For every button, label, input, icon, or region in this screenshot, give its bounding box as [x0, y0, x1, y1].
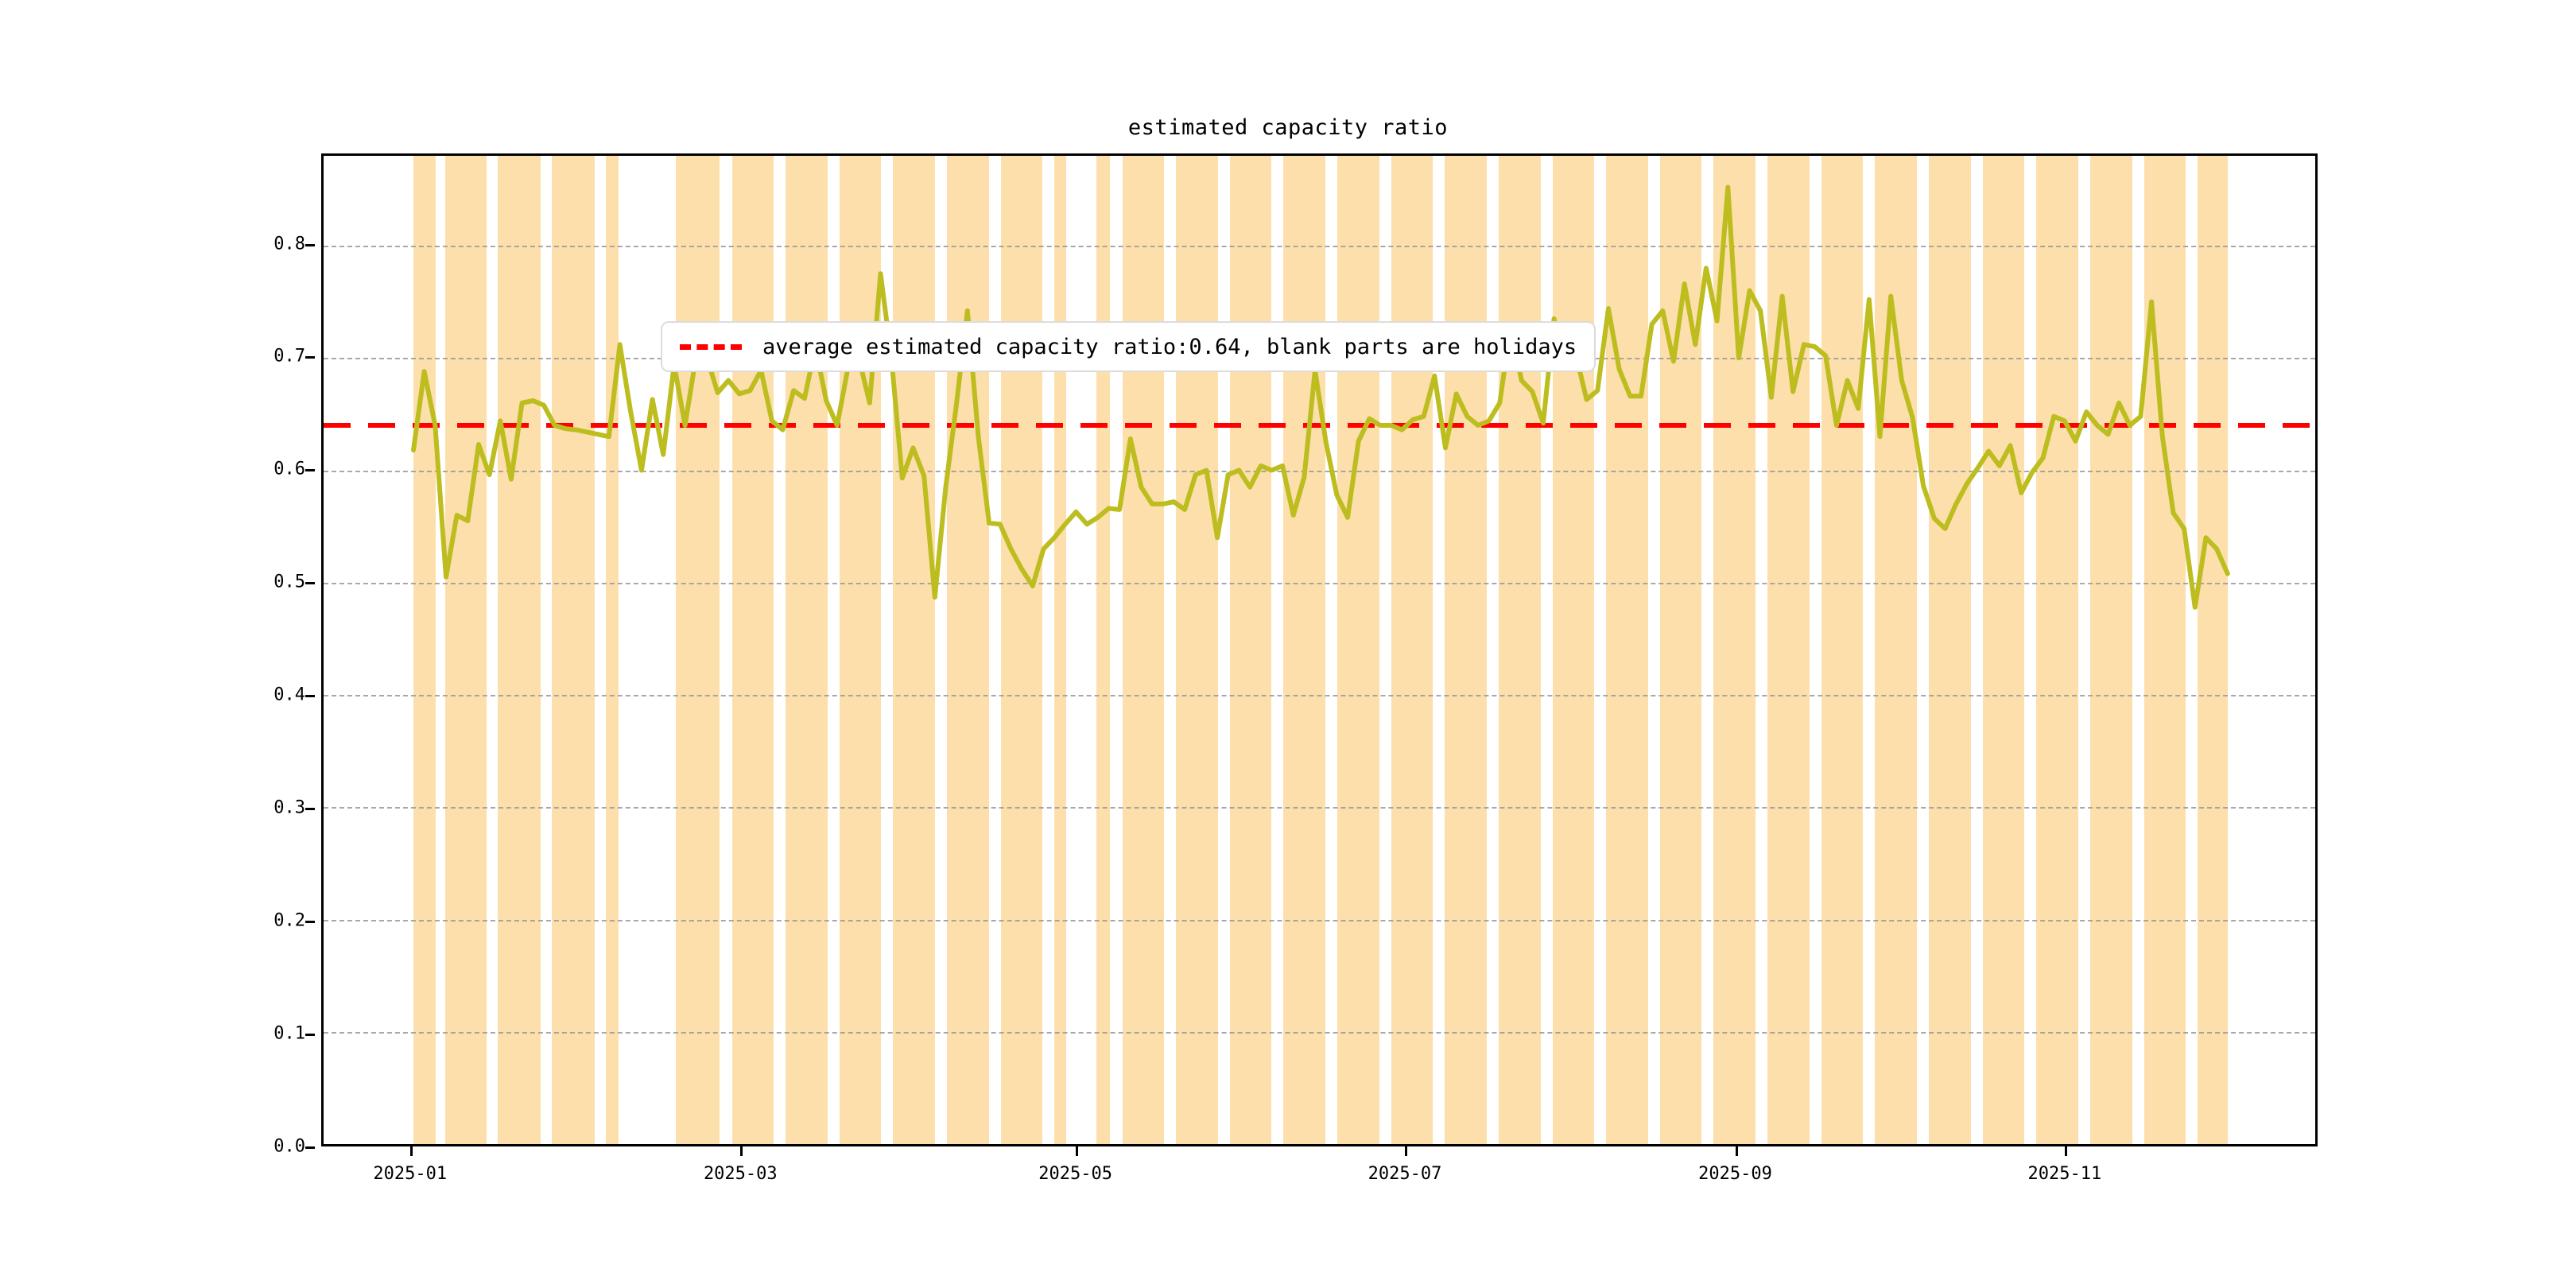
work-period-band — [1445, 156, 1487, 1144]
gridline — [324, 582, 2315, 584]
work-period-band — [731, 156, 774, 1144]
gridline — [324, 246, 2315, 247]
x-tick-label: 2025-01 — [373, 1164, 448, 1184]
x-tick-mark — [1735, 1146, 1738, 1156]
x-tick-label: 2025-09 — [1698, 1164, 1772, 1184]
work-period-band — [893, 156, 936, 1144]
gridline — [324, 695, 2315, 696]
y-tick-label: 0.7 — [274, 346, 305, 367]
work-period-band — [1821, 156, 1864, 1144]
x-tick-mark — [2064, 1146, 2067, 1156]
x-tick-mark — [740, 1146, 743, 1156]
work-period-band — [1054, 156, 1067, 1144]
gridline — [324, 1031, 2315, 1034]
work-period-band — [2089, 156, 2132, 1144]
work-period-band — [444, 156, 487, 1144]
work-period-band — [2036, 156, 2078, 1144]
work-period-band — [1122, 156, 1165, 1144]
x-axis: 2025-01 2025-03 2025-05 2025-07 2025-09 2025-… — [321, 1146, 2318, 1202]
plot-area: average estimated capacity ratio:0.64, b… — [321, 153, 2318, 1146]
x-tick-mark — [1404, 1146, 1407, 1156]
gridline — [324, 807, 2315, 809]
y-tick-mark — [305, 356, 315, 359]
y-tick-label: 0.3 — [274, 797, 305, 818]
work-period-band — [1552, 156, 1595, 1144]
work-period-band — [1337, 156, 1379, 1144]
y-tick-label: 0.5 — [274, 572, 305, 592]
y-tick-label: 0.2 — [274, 910, 305, 931]
work-period-band — [1982, 156, 2025, 1144]
x-tick-mark — [1075, 1146, 1078, 1156]
gridline — [324, 919, 2315, 921]
work-period-band — [786, 156, 828, 1144]
work-period-band — [1176, 156, 1218, 1144]
work-period-band — [676, 156, 720, 1144]
y-tick-label: 0.8 — [274, 234, 305, 254]
legend-swatch-average-line — [680, 343, 742, 350]
gridline — [324, 470, 2315, 472]
series-layer — [324, 184, 2315, 610]
work-period-band — [1229, 156, 1272, 1144]
legend-label-average-line: average estimated capacity ratio:0.64, b… — [762, 334, 1577, 359]
x-tick-label: 2025-05 — [1038, 1164, 1112, 1184]
work-period-band — [498, 156, 541, 1144]
x-tick-label: 2025-03 — [703, 1164, 778, 1184]
y-tick-mark — [305, 469, 315, 472]
x-tick-label: 2025-07 — [1368, 1164, 1442, 1184]
work-period-band — [2198, 156, 2228, 1144]
y-tick-label: 0.0 — [274, 1136, 305, 1157]
work-period-band — [1929, 156, 1971, 1144]
y-tick-label: 0.1 — [274, 1023, 305, 1044]
work-period-band — [1498, 156, 1541, 1144]
work-period-band — [1391, 156, 1433, 1144]
page-title: estimated capacity ratio — [1127, 115, 1449, 140]
work-period-band — [1000, 156, 1043, 1144]
work-period-band — [1096, 156, 1111, 1144]
y-tick-mark — [305, 695, 315, 698]
y-tick-mark — [305, 808, 315, 811]
plot-inner — [324, 156, 2315, 1144]
y-axis: 0.0 0.1 0.2 0.3 0.4 0.5 0.6 0.7 0.8 — [239, 153, 315, 1157]
y-tick-mark — [305, 582, 315, 585]
work-period-band — [1606, 156, 1648, 1144]
legend: average estimated capacity ratio:0.64, b… — [661, 321, 1596, 372]
y-tick-label: 0.4 — [274, 685, 305, 705]
work-period-band — [552, 156, 595, 1144]
y-tick-mark — [305, 921, 315, 924]
work-period-band — [1283, 156, 1325, 1144]
work-period-band — [413, 156, 436, 1144]
y-tick-mark — [305, 243, 315, 246]
y-tick-mark — [305, 1034, 315, 1037]
x-tick-label: 2025-11 — [2027, 1164, 2102, 1184]
capacity-ratio-line — [411, 184, 2230, 610]
y-tick-mark — [305, 1146, 315, 1149]
x-tick-mark — [409, 1146, 413, 1156]
work-period-band — [1767, 156, 1810, 1144]
y-tick-label: 0.6 — [274, 459, 305, 479]
